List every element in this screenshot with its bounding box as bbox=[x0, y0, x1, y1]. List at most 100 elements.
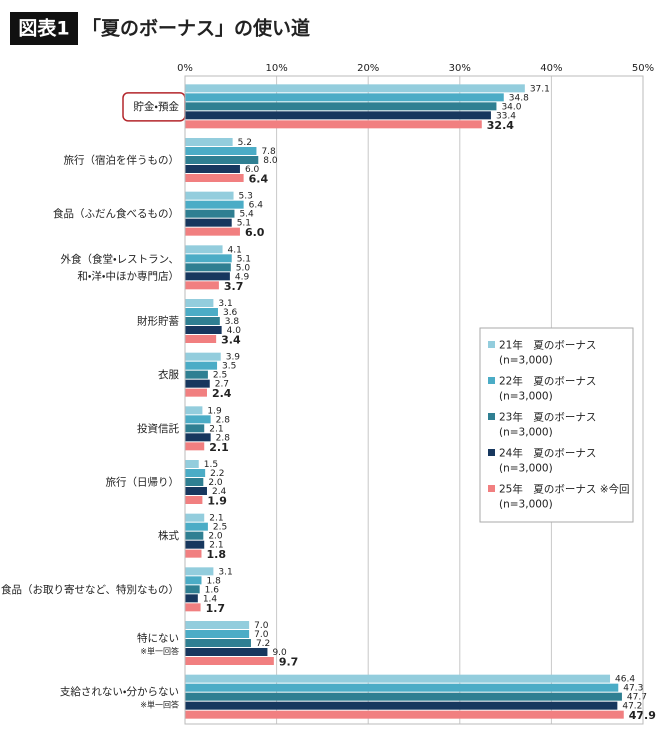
value-label: 46.4 bbox=[615, 675, 635, 685]
bar bbox=[185, 567, 214, 576]
value-label: 1.5 bbox=[204, 460, 218, 470]
x-tick-label: 50% bbox=[632, 63, 654, 74]
value-label: 7.8 bbox=[261, 147, 276, 157]
bar bbox=[185, 93, 504, 102]
value-label: 5.1 bbox=[237, 219, 251, 229]
legend-swatch bbox=[488, 449, 495, 456]
bar bbox=[185, 263, 231, 272]
bar bbox=[185, 361, 218, 370]
bar bbox=[185, 120, 482, 129]
value-label: 47.7 bbox=[627, 693, 647, 703]
value-label: 2.7 bbox=[215, 380, 229, 390]
bar bbox=[185, 415, 211, 424]
category-note: ※単一回答 bbox=[140, 700, 179, 710]
bar bbox=[185, 442, 205, 451]
category-note: ※単一回答 bbox=[140, 646, 179, 656]
value-label: 2.4 bbox=[212, 487, 227, 497]
badge-box bbox=[10, 12, 78, 45]
value-label: 3.5 bbox=[222, 362, 236, 372]
value-label: 2.1 bbox=[209, 514, 223, 524]
bar bbox=[185, 549, 202, 558]
bar bbox=[185, 111, 491, 120]
bar bbox=[185, 147, 257, 155]
value-label: 6.4 bbox=[249, 201, 264, 211]
bar bbox=[185, 379, 210, 388]
bar bbox=[185, 200, 244, 209]
bar bbox=[185, 531, 204, 540]
bar bbox=[185, 254, 232, 263]
bar bbox=[185, 648, 268, 656]
bar bbox=[185, 335, 217, 343]
legend-swatch bbox=[488, 341, 495, 348]
value-label: 7.0 bbox=[254, 621, 269, 631]
value-label: 5.1 bbox=[237, 254, 251, 264]
bar bbox=[185, 245, 223, 254]
value-label: 47.2 bbox=[622, 702, 642, 712]
plot-border bbox=[184, 75, 644, 725]
x-tick-label: 0% bbox=[177, 63, 193, 74]
bar bbox=[185, 594, 198, 603]
bar bbox=[185, 281, 219, 290]
value-label: 3.4 bbox=[221, 334, 241, 347]
value-label: 2.0 bbox=[208, 478, 223, 488]
value-label: 2.1 bbox=[209, 424, 223, 434]
x-tick-label: 30% bbox=[449, 63, 471, 74]
value-label: 1.4 bbox=[203, 594, 218, 604]
value-label: 1.9 bbox=[207, 406, 222, 416]
bar bbox=[185, 710, 624, 719]
value-label: 37.1 bbox=[530, 84, 550, 94]
bar bbox=[185, 156, 259, 164]
bar bbox=[185, 657, 274, 665]
value-label: 9.7 bbox=[279, 656, 299, 669]
legend-label: 25年 夏のボーナス ※今回(n=3,000) bbox=[499, 483, 630, 511]
bar bbox=[185, 209, 235, 218]
value-label: 5.0 bbox=[236, 263, 251, 273]
category-label: 外食（食堂・レストラン、和・洋・中ほか専門店） bbox=[61, 253, 179, 282]
value-label: 1.6 bbox=[205, 585, 220, 595]
bar bbox=[185, 701, 618, 710]
bar bbox=[185, 165, 240, 173]
bar bbox=[185, 424, 205, 433]
bar bbox=[185, 326, 222, 334]
value-label: 2.4 bbox=[212, 387, 232, 400]
chart-title: 「夏のボーナス」の使い道 bbox=[82, 17, 310, 40]
value-label: 8.0 bbox=[263, 156, 278, 166]
value-label: 3.1 bbox=[218, 567, 232, 577]
bar bbox=[185, 299, 214, 307]
legend-box bbox=[479, 327, 634, 523]
value-label: 5.4 bbox=[239, 210, 254, 220]
value-label: 4.1 bbox=[228, 245, 242, 255]
value-label: 2.1 bbox=[209, 541, 223, 551]
value-label: 2.0 bbox=[208, 532, 223, 542]
value-label: 6.0 bbox=[245, 226, 265, 239]
value-label: 1.8 bbox=[206, 576, 221, 586]
bar bbox=[185, 469, 206, 477]
bar bbox=[185, 227, 240, 236]
value-label: 34.8 bbox=[509, 93, 529, 103]
value-label: 1.9 bbox=[207, 495, 227, 508]
bar bbox=[185, 674, 611, 683]
bar bbox=[185, 352, 221, 361]
bar bbox=[185, 496, 203, 504]
value-label: 7.0 bbox=[254, 630, 269, 640]
bar bbox=[185, 683, 619, 692]
bar bbox=[185, 102, 497, 111]
bar bbox=[185, 370, 208, 379]
bar bbox=[185, 692, 622, 701]
legend-swatch bbox=[488, 485, 495, 492]
value-label: 2.2 bbox=[210, 469, 224, 479]
category-label: 旅行（宿泊を伴うもの） bbox=[64, 154, 180, 167]
value-label: 1.7 bbox=[206, 602, 226, 615]
bar bbox=[185, 138, 233, 146]
bar bbox=[185, 191, 234, 200]
bar bbox=[185, 585, 200, 594]
value-label: 2.1 bbox=[209, 441, 229, 454]
bar bbox=[185, 218, 232, 227]
value-label: 3.7 bbox=[224, 280, 244, 293]
value-label: 33.4 bbox=[496, 111, 516, 121]
bar bbox=[185, 487, 207, 495]
category-label: 旅行（日帰り） bbox=[106, 476, 180, 489]
bar bbox=[185, 388, 207, 397]
bar bbox=[185, 522, 208, 531]
